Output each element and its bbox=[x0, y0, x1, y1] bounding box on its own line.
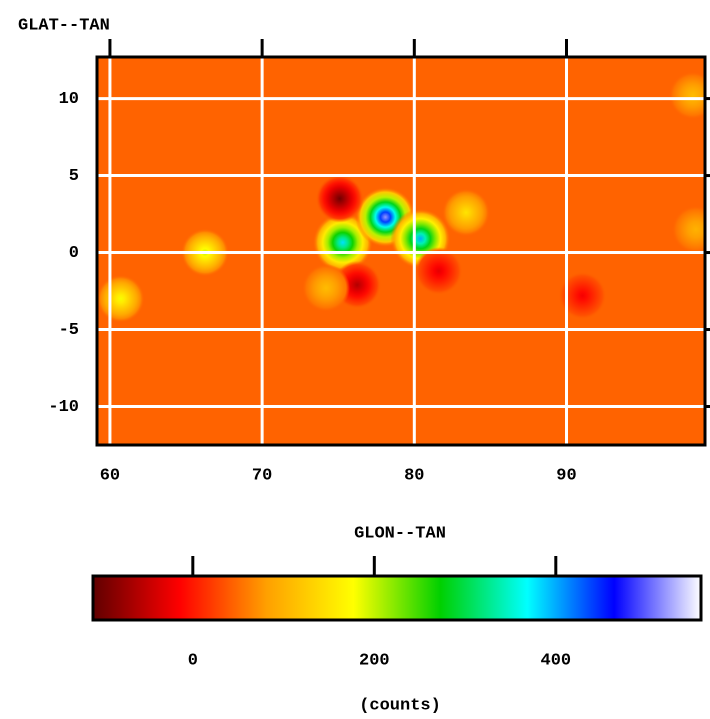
source bbox=[302, 264, 350, 312]
source bbox=[415, 247, 463, 295]
x-tick-label: 60 bbox=[100, 466, 120, 485]
x-tick-label: 80 bbox=[404, 466, 424, 485]
source bbox=[316, 175, 364, 223]
y-tick-label: -5 bbox=[59, 321, 79, 340]
x-tick-label: 70 bbox=[252, 466, 272, 485]
y-axis-label: GLAT--TAN bbox=[18, 16, 110, 35]
chart: GLAT--TAN GLON--TAN (counts) 60 70 80 90 10 5… bbox=[0, 0, 710, 719]
y-tick-label: 0 bbox=[69, 244, 79, 263]
colorbar-label: (counts) bbox=[359, 696, 441, 715]
y-tick-label: 10 bbox=[59, 90, 79, 109]
colorbar-tick-label: 200 bbox=[359, 651, 390, 670]
y-tick-label: -10 bbox=[48, 398, 79, 417]
x-tick-label: 90 bbox=[556, 466, 576, 485]
colorbar bbox=[93, 576, 701, 620]
y-tick-label: 5 bbox=[69, 167, 79, 186]
colorbar-tick-label: 0 bbox=[188, 651, 198, 670]
source bbox=[442, 189, 490, 237]
source bbox=[97, 275, 145, 323]
colorbar-tick-label: 400 bbox=[541, 651, 572, 670]
map bbox=[97, 57, 710, 445]
x-axis-label: GLON--TAN bbox=[354, 524, 446, 543]
